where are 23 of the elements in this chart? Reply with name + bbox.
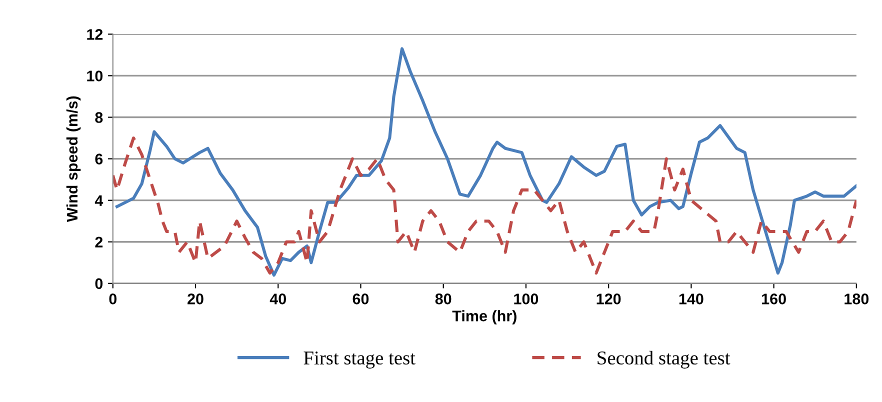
x-tick-label: 140 <box>679 294 704 304</box>
x-tick-label: 160 <box>762 294 786 304</box>
x-tick-label: 100 <box>514 294 538 304</box>
y-tick-label: 10 <box>87 70 103 82</box>
y-tick-label: 2 <box>95 236 103 248</box>
y-tick-label: 8 <box>95 112 103 123</box>
x-tick-label: 120 <box>596 294 621 304</box>
y-axis-title: Wind speed (m/s) <box>66 96 81 222</box>
line-series <box>112 136 856 275</box>
line-series <box>115 47 856 277</box>
y-tick-label: 0 <box>95 278 103 290</box>
x-tick-label: 180 <box>844 294 869 304</box>
x-axis-title: Time (hr) <box>452 310 516 324</box>
y-tick-label: 4 <box>94 195 104 206</box>
x-tick-label: 40 <box>270 294 286 304</box>
x-tick-label: 80 <box>435 294 452 304</box>
y-tick-label: 6 <box>95 154 103 164</box>
x-tick-label: 60 <box>352 294 369 304</box>
legend-label: Second stage test <box>598 350 730 369</box>
x-tick-label: 0 <box>109 294 117 304</box>
x-tick-label: 20 <box>188 294 204 304</box>
y-tick-label: 12 <box>87 29 103 40</box>
legend-label: First stage test <box>304 351 416 369</box>
